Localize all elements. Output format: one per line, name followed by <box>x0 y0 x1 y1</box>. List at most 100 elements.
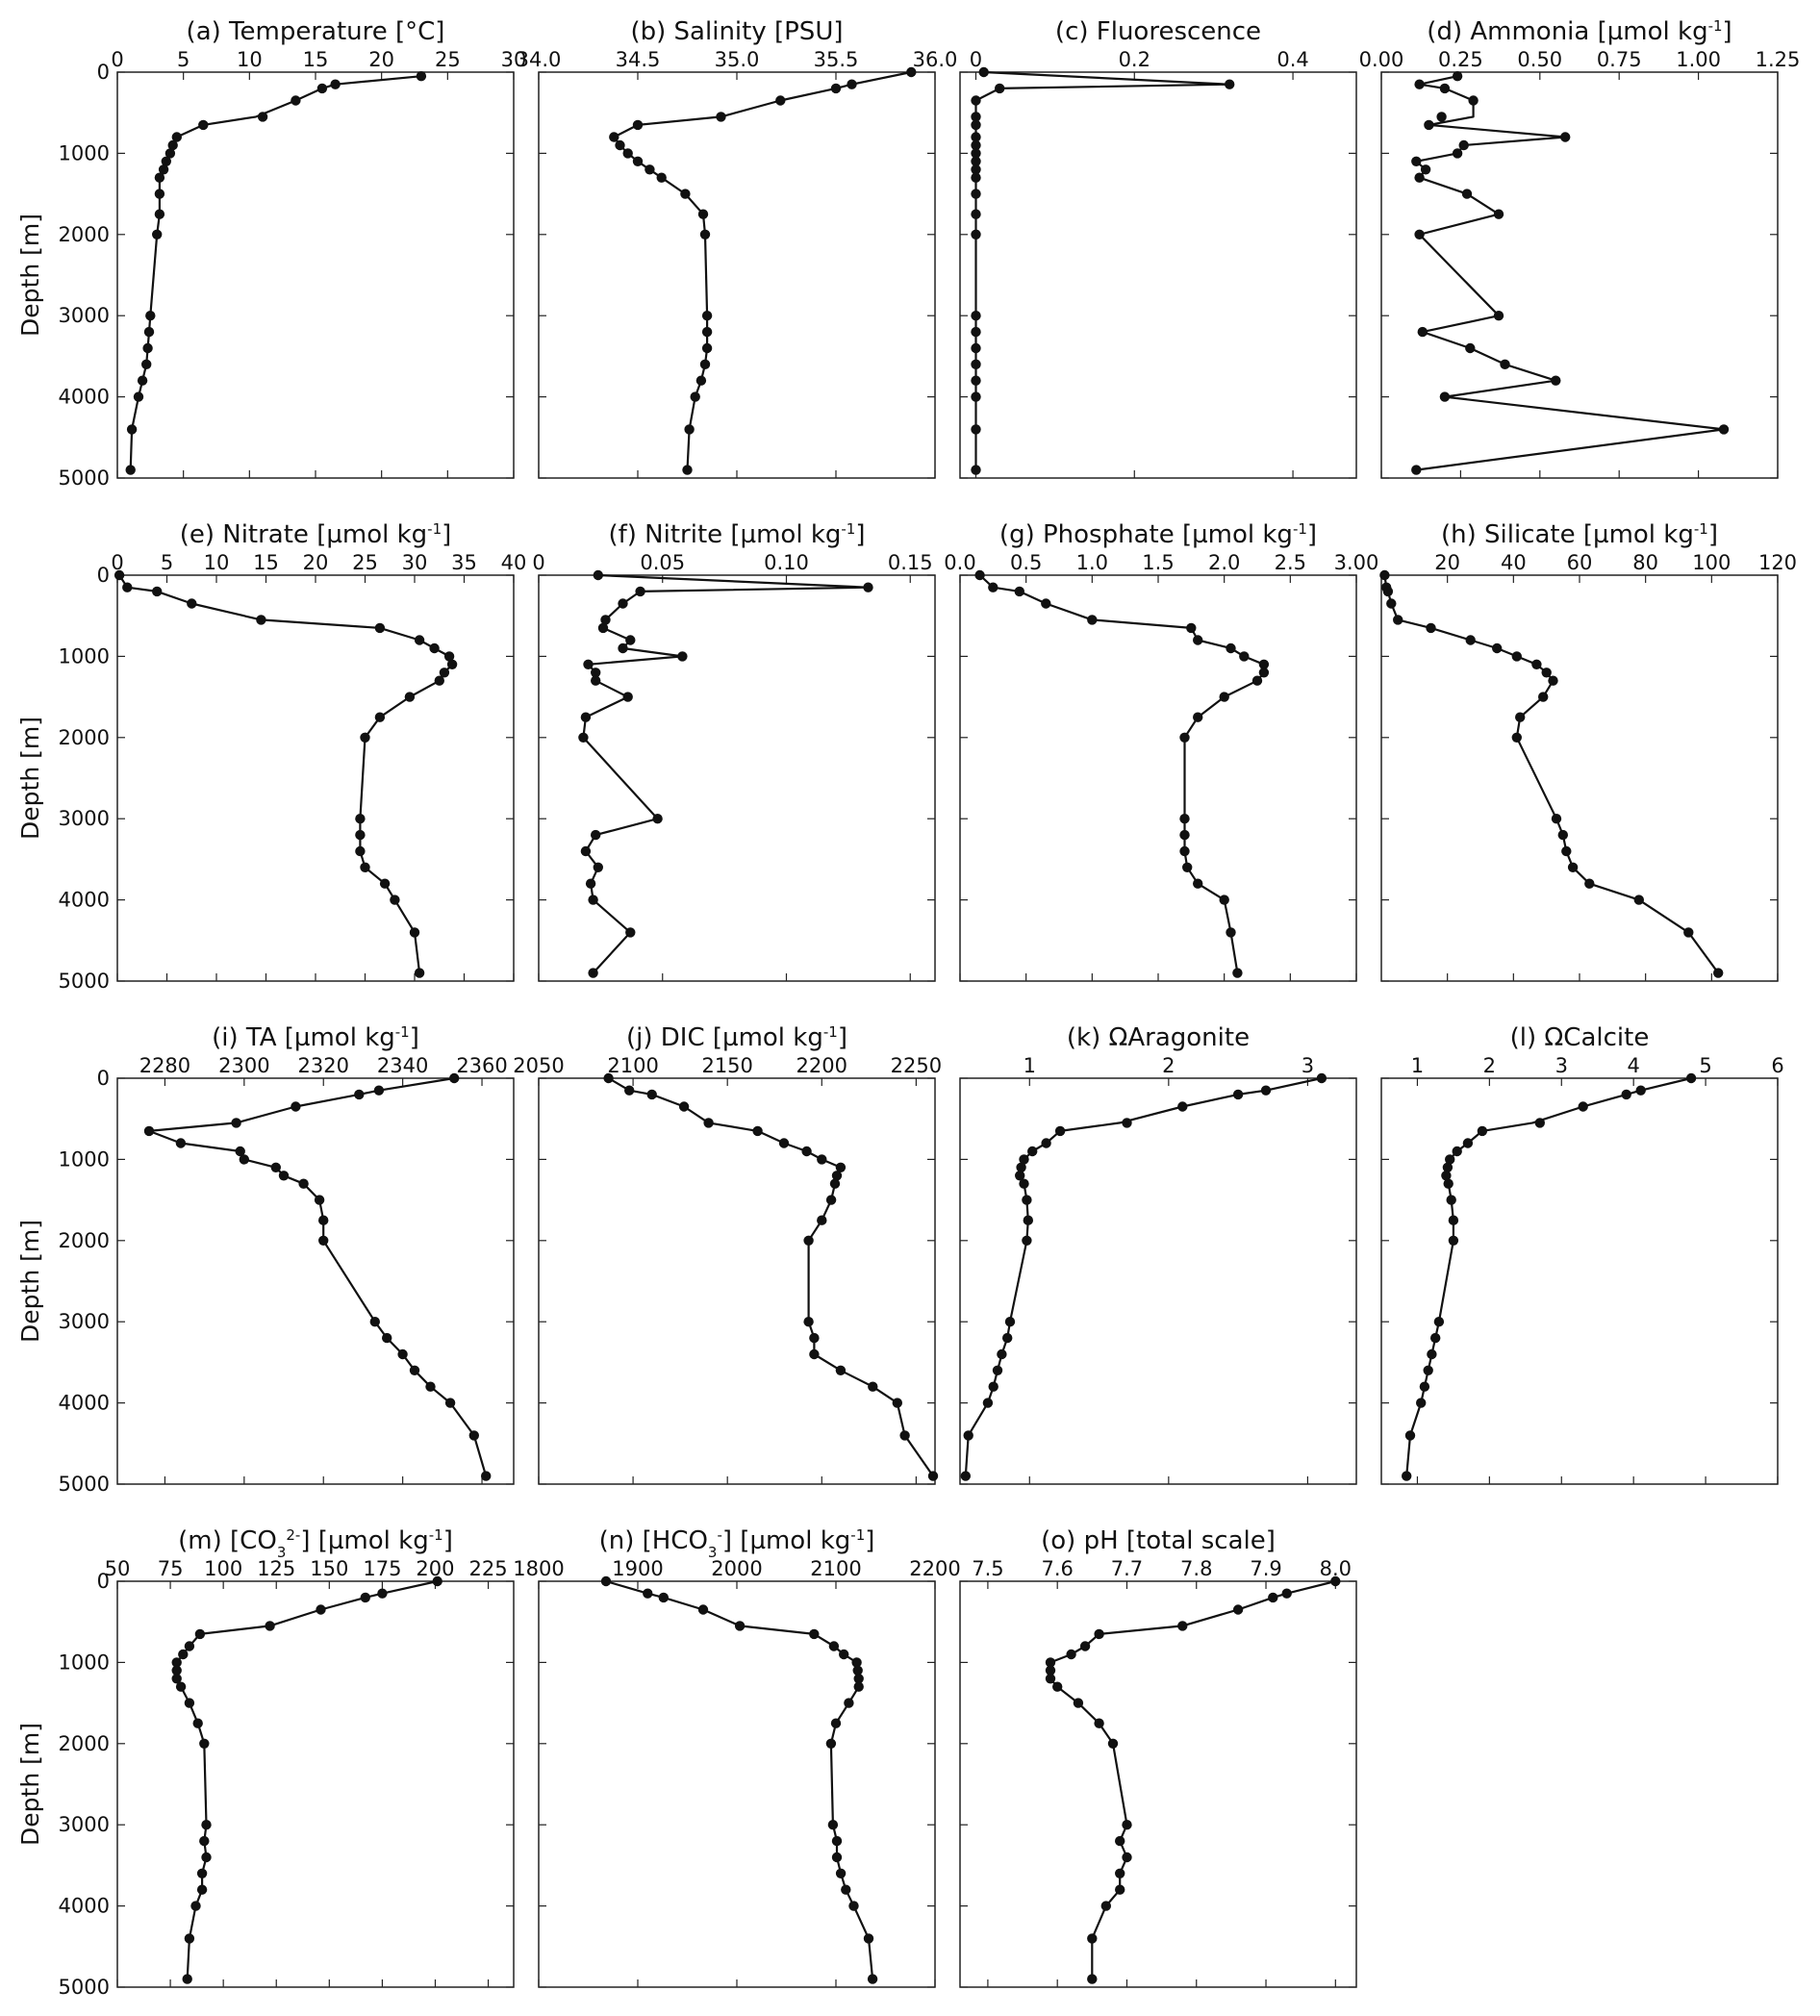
data-point <box>161 156 171 166</box>
x-tick-label: 2320 <box>298 1054 349 1077</box>
data-point <box>625 635 636 645</box>
data-point <box>143 326 155 338</box>
data-point <box>593 569 603 581</box>
data-point <box>1414 172 1425 183</box>
data-point <box>444 1398 456 1408</box>
y-tick-label: 4000 <box>59 1895 110 1918</box>
plot-frame <box>959 71 1357 479</box>
x-tick-label: 200 <box>416 1557 454 1580</box>
data-point <box>830 1718 842 1728</box>
data-point <box>196 1884 208 1895</box>
data-point <box>235 1146 245 1157</box>
y-axis-label: Depth [m] <box>16 214 44 337</box>
plot-frame <box>116 1580 515 1988</box>
data-point <box>1436 112 1447 122</box>
y-tick-label: 0 <box>97 1570 110 1593</box>
x-tick-label: 0.50 <box>1517 48 1562 71</box>
x-tick-label: 1.5 <box>1142 551 1174 574</box>
data-point <box>1251 675 1263 686</box>
data-point <box>175 1138 187 1148</box>
data-point <box>701 311 713 321</box>
data-point <box>201 1820 212 1830</box>
data-point <box>1193 635 1203 645</box>
data-point <box>1411 156 1422 166</box>
data-point <box>1424 119 1434 131</box>
x-tick-label: 0.15 <box>888 551 933 574</box>
x-tick-label: 2280 <box>139 1054 190 1077</box>
x-tick-label: 0.0 <box>944 551 975 574</box>
x-tick-label: 6 <box>1771 1054 1783 1077</box>
data-point <box>1107 1738 1119 1750</box>
data-point <box>680 189 691 199</box>
data-point <box>1461 189 1473 199</box>
x-tick-label: 120 <box>1758 551 1797 574</box>
data-point <box>600 615 611 625</box>
data-point <box>1226 643 1236 654</box>
data-point <box>439 668 450 678</box>
x-tick-label: 40 <box>501 551 527 574</box>
data-point <box>1560 132 1571 142</box>
data-point <box>803 1317 814 1327</box>
data-point <box>330 79 341 89</box>
data-point <box>1417 326 1428 338</box>
x-tick-label: 10 <box>237 48 263 71</box>
x-tick-label: 0.25 <box>1438 48 1483 71</box>
data-point <box>316 1604 326 1615</box>
data-point <box>593 862 603 872</box>
y-tick-label: 3000 <box>59 807 110 830</box>
data-point <box>1500 359 1510 369</box>
data-point <box>1511 732 1523 743</box>
data-point <box>844 1698 854 1708</box>
data-point <box>851 1657 862 1668</box>
data-point <box>1443 1178 1453 1189</box>
data-point <box>1100 1901 1112 1911</box>
data-point <box>643 1588 653 1599</box>
profile-line <box>175 1579 438 1979</box>
data-point <box>154 209 165 219</box>
data-point <box>152 586 163 597</box>
data-point <box>1465 342 1476 354</box>
x-tick-label: 80 <box>1632 551 1658 574</box>
panel-title: (d) Ammonia [µmol kg-1] <box>1427 17 1732 46</box>
profile-line <box>608 1077 934 1477</box>
data-point <box>199 1738 210 1750</box>
data-point <box>171 1665 182 1676</box>
profile-line <box>964 1076 1323 1476</box>
x-tick-label: 2100 <box>607 1054 658 1077</box>
data-point <box>635 586 645 597</box>
data-point <box>1492 643 1503 654</box>
data-point <box>1258 668 1270 678</box>
profile-line <box>605 1579 874 1979</box>
data-point <box>1538 692 1549 702</box>
data-point <box>1462 1138 1474 1148</box>
data-point <box>1041 598 1051 609</box>
data-point <box>318 1235 329 1247</box>
x-tick-label: 35.0 <box>715 48 760 71</box>
plot-frame <box>538 1580 936 1988</box>
x-tick-label: 0.4 <box>1277 48 1308 71</box>
data-point <box>971 465 981 475</box>
data-point <box>355 829 366 841</box>
y-tick-label: 5000 <box>59 1976 110 1999</box>
data-point <box>992 1365 1003 1376</box>
y-tick-label: 3000 <box>59 1310 110 1333</box>
data-point <box>835 1365 847 1376</box>
y-tick-label: 1000 <box>59 141 110 164</box>
x-tick-label: 2.0 <box>1208 551 1240 574</box>
data-point <box>133 391 144 402</box>
data-point <box>971 172 981 183</box>
data-point <box>374 712 386 722</box>
y-tick-label: 4000 <box>59 889 110 912</box>
data-point <box>1404 1430 1416 1441</box>
x-tick-label: 0.00 <box>1359 48 1404 71</box>
x-tick-label: 175 <box>363 1557 401 1580</box>
data-point <box>839 1649 849 1660</box>
x-tick-label: 2200 <box>909 1557 960 1580</box>
data-point <box>835 1162 847 1173</box>
plot-frame <box>959 1580 1357 1988</box>
data-point <box>1019 1154 1029 1165</box>
data-point <box>971 209 981 219</box>
x-tick-label: 2100 <box>810 1557 861 1580</box>
x-tick-label: 60 <box>1567 551 1593 574</box>
